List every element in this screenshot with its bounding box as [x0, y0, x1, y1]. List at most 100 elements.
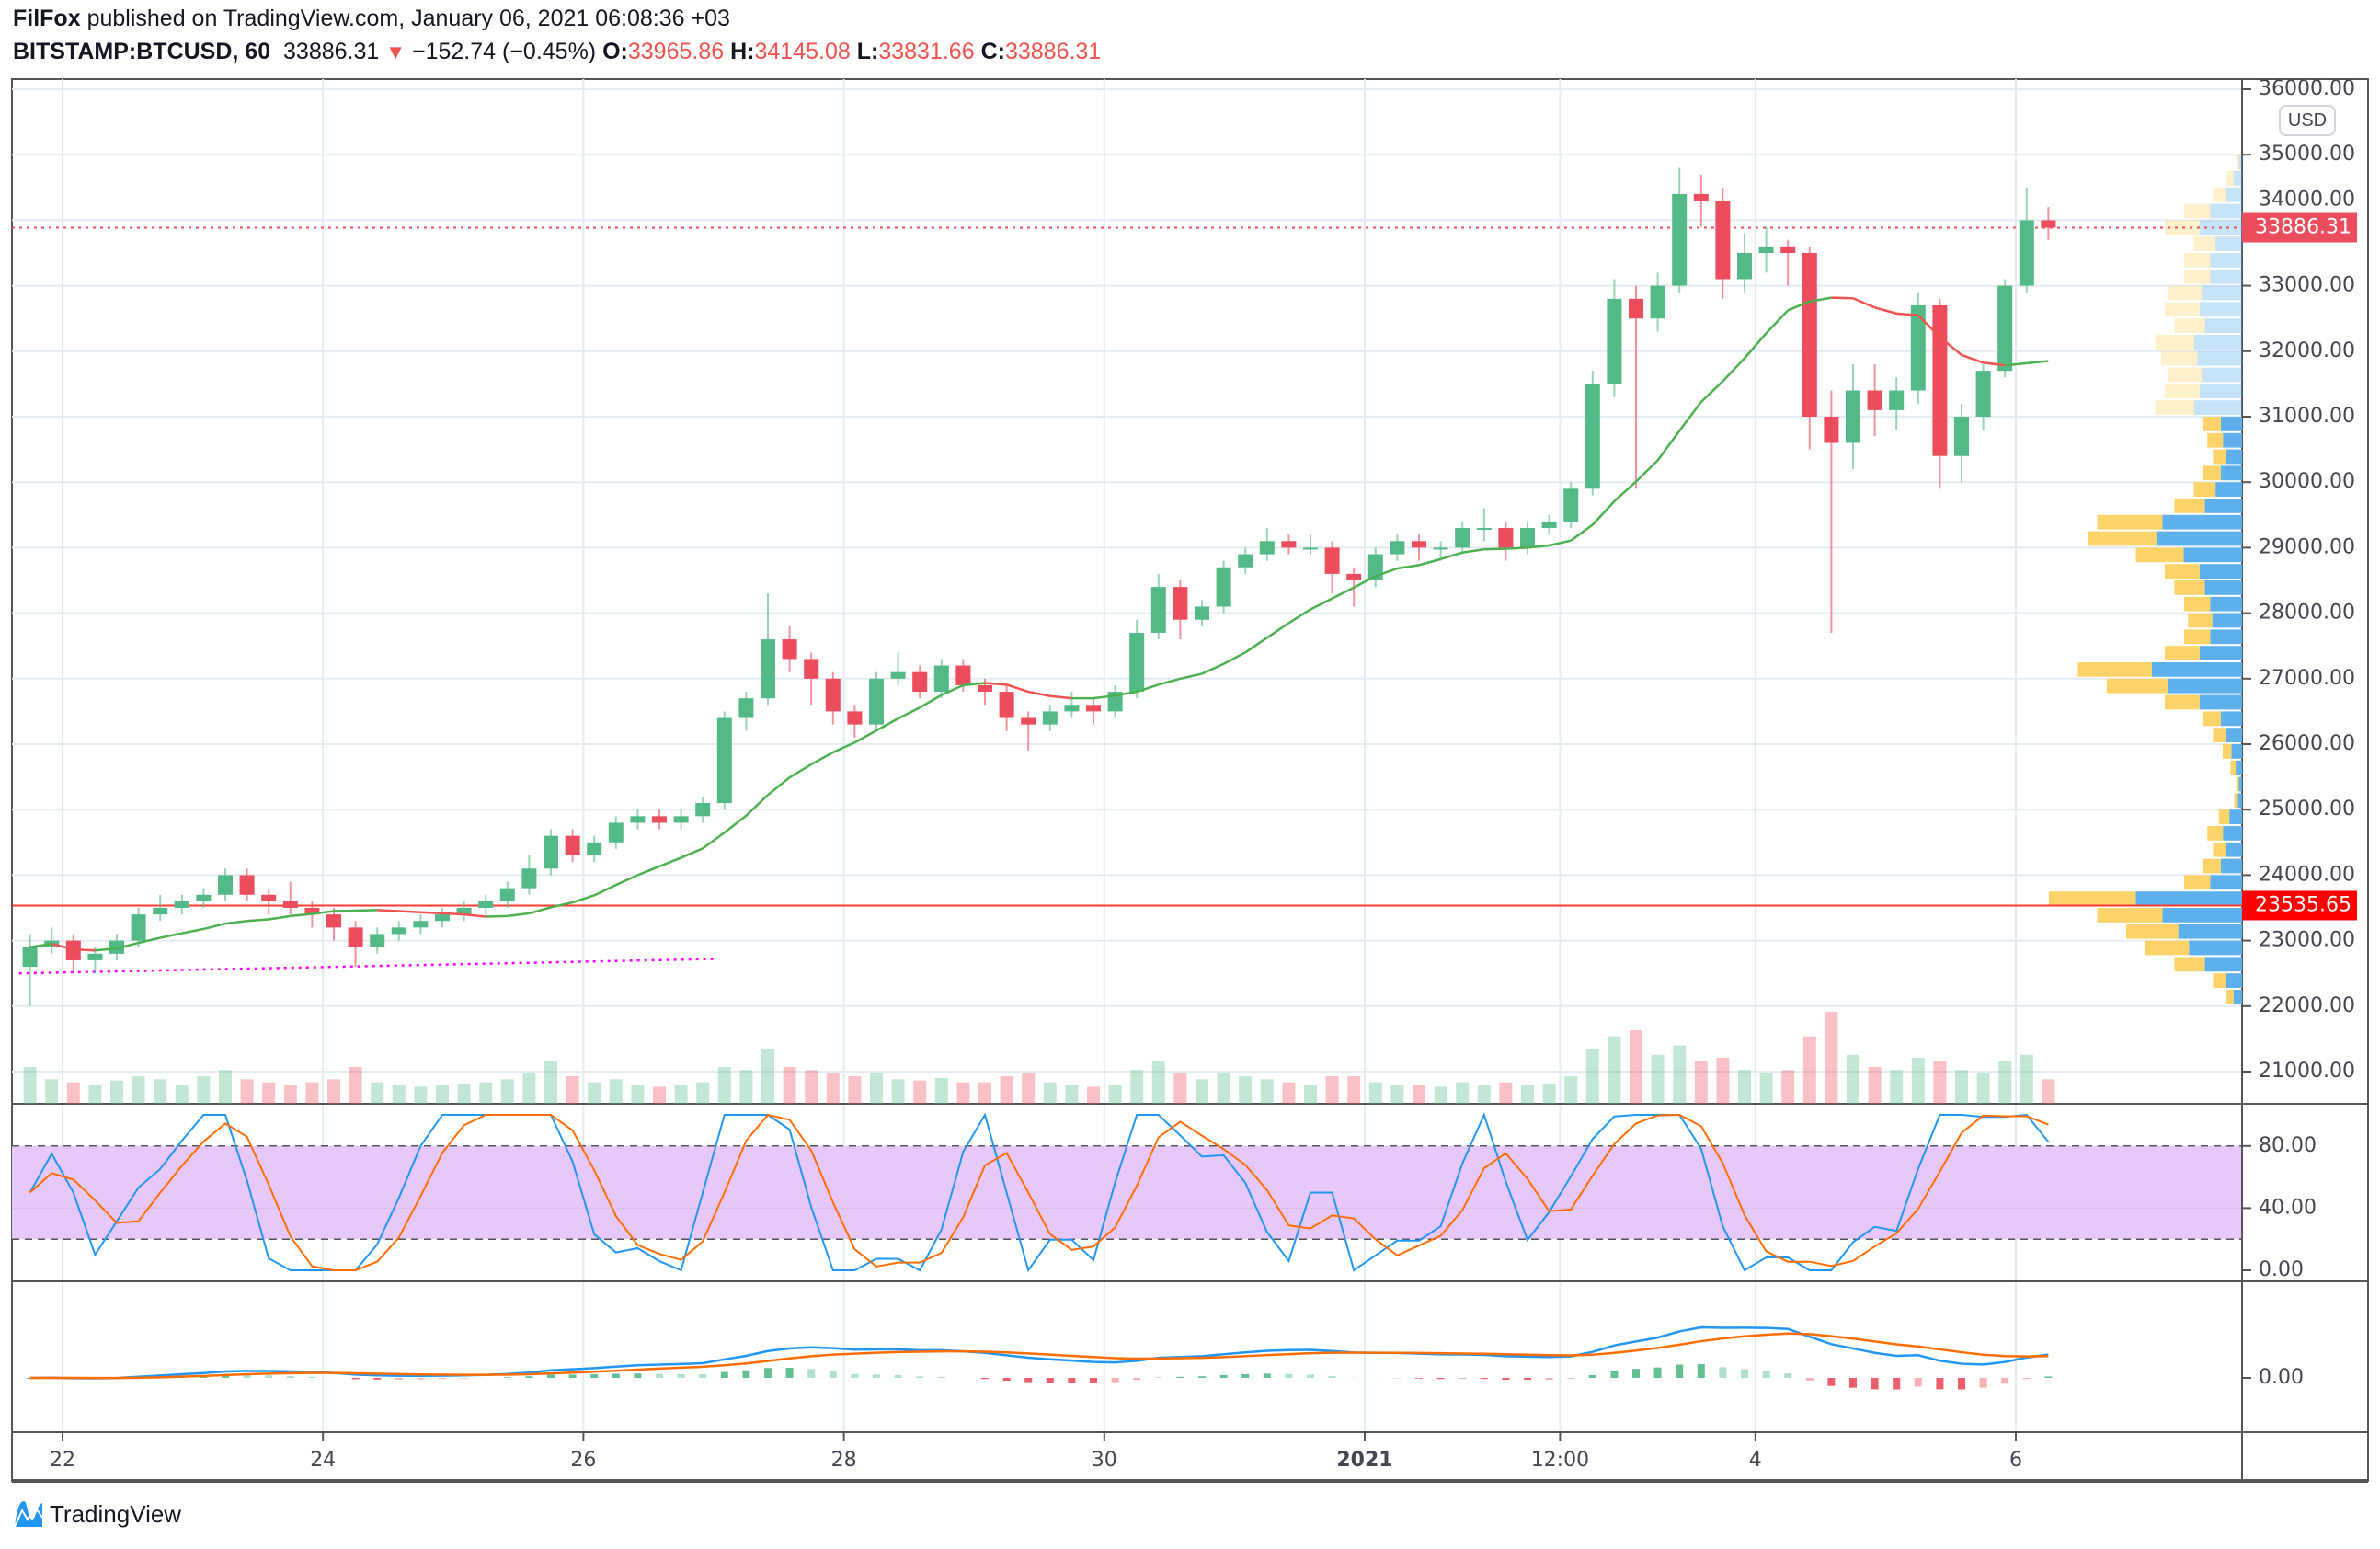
- moving-average-segment: [507, 912, 530, 918]
- tradingview-logo[interactable]: TradingView: [13, 1499, 181, 1529]
- volume-bar: [1847, 1054, 1859, 1104]
- volume-bar: [414, 1086, 428, 1104]
- moving-average-segment: [745, 794, 769, 817]
- volume-profile-up-bar: [2231, 744, 2242, 759]
- moving-average-segment: [1310, 597, 1333, 611]
- candle-down: [348, 927, 363, 947]
- currency-button[interactable]: USD: [2279, 105, 2336, 136]
- moving-average-segment: [203, 922, 226, 931]
- candle-down: [1867, 390, 1882, 410]
- volume-profile-up-bar: [2183, 547, 2242, 563]
- volume-profile-down-bar: [2165, 694, 2200, 710]
- macd-histogram-bar: [894, 1374, 902, 1378]
- macd-histogram-bar: [1979, 1378, 1987, 1388]
- candle-up: [1889, 390, 1905, 410]
- volume-profile-down-bar: [2165, 564, 2200, 579]
- candle-down: [261, 894, 277, 901]
- price-tick-label: 35000.00: [2259, 143, 2355, 166]
- volume-bar: [1217, 1073, 1230, 1104]
- price-tick-label: 33000.00: [2259, 274, 2355, 297]
- macd-histogram-bar: [26, 1378, 34, 1379]
- volume-bar: [1413, 1085, 1425, 1104]
- moving-average-segment: [1158, 677, 1181, 686]
- price-tick-label: 28000.00: [2259, 602, 2355, 625]
- moving-average-segment: [593, 883, 617, 897]
- price-tick-label: 34000.00: [2259, 188, 2355, 211]
- candle-up: [2019, 220, 2034, 286]
- candle-up: [630, 816, 646, 823]
- price-tick-label: 29000.00: [2259, 535, 2355, 558]
- candle-down: [825, 678, 841, 712]
- volume-bar: [1282, 1082, 1296, 1104]
- volume-profile-down-bar: [2213, 842, 2226, 857]
- candle-up: [1846, 390, 1860, 443]
- moving-average-segment: [529, 906, 552, 915]
- volume-bar: [1239, 1076, 1253, 1104]
- macd-histogram-bar: [699, 1374, 707, 1378]
- macd-histogram-bar: [1176, 1376, 1184, 1378]
- stoch-tick-label: 0.00: [2259, 1258, 2304, 1281]
- candle-up: [413, 921, 429, 928]
- macd-histogram-bar: [1545, 1378, 1553, 1381]
- candle-up: [1997, 285, 2013, 372]
- macd-histogram-bar: [1241, 1373, 1250, 1378]
- volume-profile-up-bar: [2199, 302, 2242, 317]
- volume-bar: [609, 1079, 623, 1104]
- volume-profile-up-bar: [2220, 711, 2242, 727]
- volume-profile-up-bar: [2199, 564, 2242, 579]
- volume-profile-down-bar: [2184, 629, 2211, 645]
- volume-bar: [891, 1079, 905, 1104]
- candle-up: [695, 803, 711, 817]
- macd-histogram-bar: [1827, 1378, 1836, 1386]
- moving-average-segment: [159, 932, 183, 939]
- moving-average-segment: [333, 909, 356, 912]
- volume-profile-down-bar: [2174, 580, 2205, 595]
- macd-histogram-bar: [1046, 1378, 1054, 1383]
- volume-bar: [45, 1079, 59, 1104]
- volume-profile-down-bar: [2107, 678, 2168, 694]
- macd-histogram-bar: [568, 1374, 577, 1378]
- candle-up: [218, 875, 233, 895]
- open-value: 33965.86: [627, 39, 725, 64]
- moving-average-segment: [1201, 662, 1225, 675]
- candle-up: [1758, 246, 1774, 253]
- volume-profile-up-bar: [2204, 499, 2242, 513]
- publish-info: FilFox published on TradingView.com, Jan…: [13, 6, 730, 32]
- candle-up: [544, 835, 558, 869]
- volume-profile-up-bar: [2215, 236, 2242, 251]
- moving-average-segment: [1223, 651, 1246, 665]
- moving-average-segment: [941, 683, 964, 696]
- moving-average-segment: [1917, 314, 1941, 338]
- macd-histogram-bar: [1415, 1378, 1423, 1379]
- macd-histogram-bar: [1307, 1374, 1314, 1378]
- macd-histogram-bar: [1805, 1378, 1814, 1381]
- macd-histogram-bar: [1676, 1364, 1684, 1378]
- macd-histogram-bar: [1653, 1367, 1662, 1378]
- moving-average-segment: [2026, 360, 2049, 365]
- volume-bar: [371, 1082, 384, 1104]
- macd-histogram-bar: [503, 1377, 511, 1378]
- volume-bar: [913, 1080, 927, 1104]
- volume-bar: [1673, 1045, 1687, 1104]
- volume-profile-down-bar: [2184, 203, 2211, 219]
- moving-average-segment: [1093, 694, 1116, 700]
- volume-profile-up-bar: [2229, 809, 2242, 824]
- volume-profile-up-bar: [2233, 171, 2242, 186]
- candle-up: [1585, 384, 1600, 489]
- volume-profile-up-bar: [2210, 629, 2242, 645]
- macd-histogram-bar: [1154, 1377, 1162, 1378]
- candle-up: [456, 908, 472, 915]
- volume-bar: [1499, 1082, 1513, 1104]
- volume-profile-down-bar: [2236, 776, 2239, 792]
- volume-profile-up-bar: [2204, 957, 2242, 972]
- candle-up: [1476, 528, 1492, 531]
- candle-down: [1281, 541, 1297, 548]
- volume-profile-up-bar: [2236, 760, 2242, 775]
- volume-profile-down-bar: [2155, 335, 2195, 350]
- candle-up: [391, 927, 406, 935]
- time-tick-label: 30: [1092, 1449, 1117, 1472]
- moving-average-segment: [1244, 637, 1268, 654]
- candle-up: [153, 908, 168, 915]
- down-arrow-icon: ▼: [385, 40, 406, 63]
